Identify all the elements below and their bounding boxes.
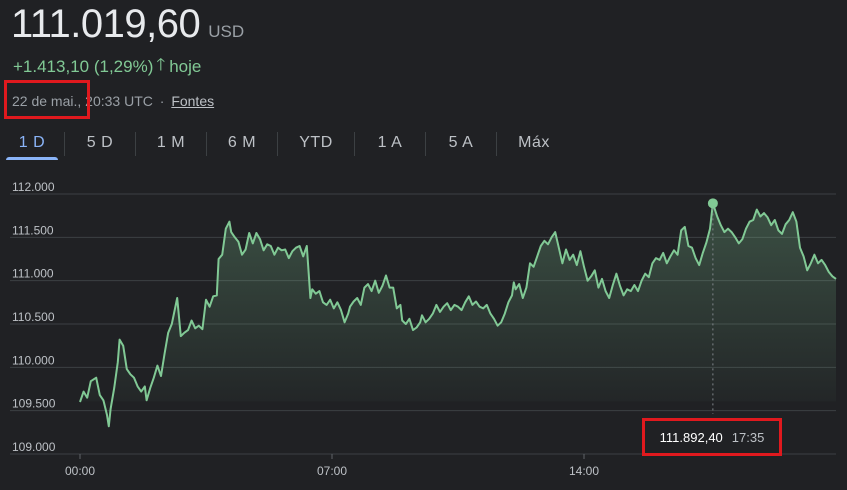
tab-divider [206, 132, 207, 156]
date-label: 22 de mai., [12, 93, 82, 109]
tooltip-time: 17:35 [731, 429, 765, 445]
hover-point [707, 198, 718, 209]
x-tick-label: 07:00 [317, 464, 347, 478]
tab-divider [277, 132, 278, 156]
tab-5a[interactable]: 5 A [448, 134, 474, 151]
price-header: 111.019,60 USD [11, 2, 244, 47]
separator-dot: · [159, 93, 165, 109]
y-tick-label: 112.000 [12, 180, 55, 194]
tooltip-value: 111.892,40 [659, 429, 723, 445]
range-tabs: 1 D 5 D 1 M 6 M YTD 1 A 5 A Máx [0, 128, 847, 160]
y-tick-label: 111.000 [12, 267, 54, 281]
y-tick-label: 110.500 [12, 310, 55, 324]
change-period: hoje [169, 56, 202, 76]
arrow-up-icon: 🡑 [156, 55, 166, 74]
tab-divider [496, 132, 497, 156]
time-label: 20:33 UTC [85, 93, 153, 109]
price-line [79, 202, 837, 428]
tab-ytd[interactable]: YTD [299, 134, 333, 151]
tab-divider [425, 132, 426, 156]
x-tick-label: 14:00 [569, 464, 599, 478]
current-price: 111.019,60 [11, 2, 201, 46]
tab-6m[interactable]: 6 M [227, 134, 257, 151]
y-tick-label: 109.500 [12, 397, 56, 411]
change-value: +1.413,10 (1,29%) [13, 56, 154, 76]
tab-1d[interactable]: 1 D [0, 128, 64, 160]
tab-1m[interactable]: 1 M [156, 134, 186, 151]
x-tick-label: 00:00 [65, 464, 95, 478]
price-change: +1.413,10 (1,29%) 🡑 hoje [13, 52, 201, 81]
timestamp-row: 22 de mai., 20:33 UTC · Fontes [12, 93, 214, 109]
tab-5d[interactable]: 5 D [86, 134, 114, 151]
tab-divider [135, 132, 136, 156]
tab-1a[interactable]: 1 A [377, 134, 403, 151]
y-tick-label: 110.000 [12, 353, 55, 367]
sources-link[interactable]: Fontes [171, 93, 215, 109]
y-tick-label: 109.000 [12, 440, 56, 454]
y-tick-label: 111.500 [12, 223, 54, 237]
tab-divider [64, 132, 65, 156]
price-chart[interactable]: 109.000 109.500 110.000 110.500 111.000 111.5… [0, 170, 847, 490]
hover-tooltip: 111.892,40 17:35 [642, 418, 782, 456]
price-area [80, 203, 836, 427]
currency-label: USD [208, 22, 245, 41]
tab-max[interactable]: Máx [518, 134, 550, 151]
tab-divider [354, 132, 355, 156]
